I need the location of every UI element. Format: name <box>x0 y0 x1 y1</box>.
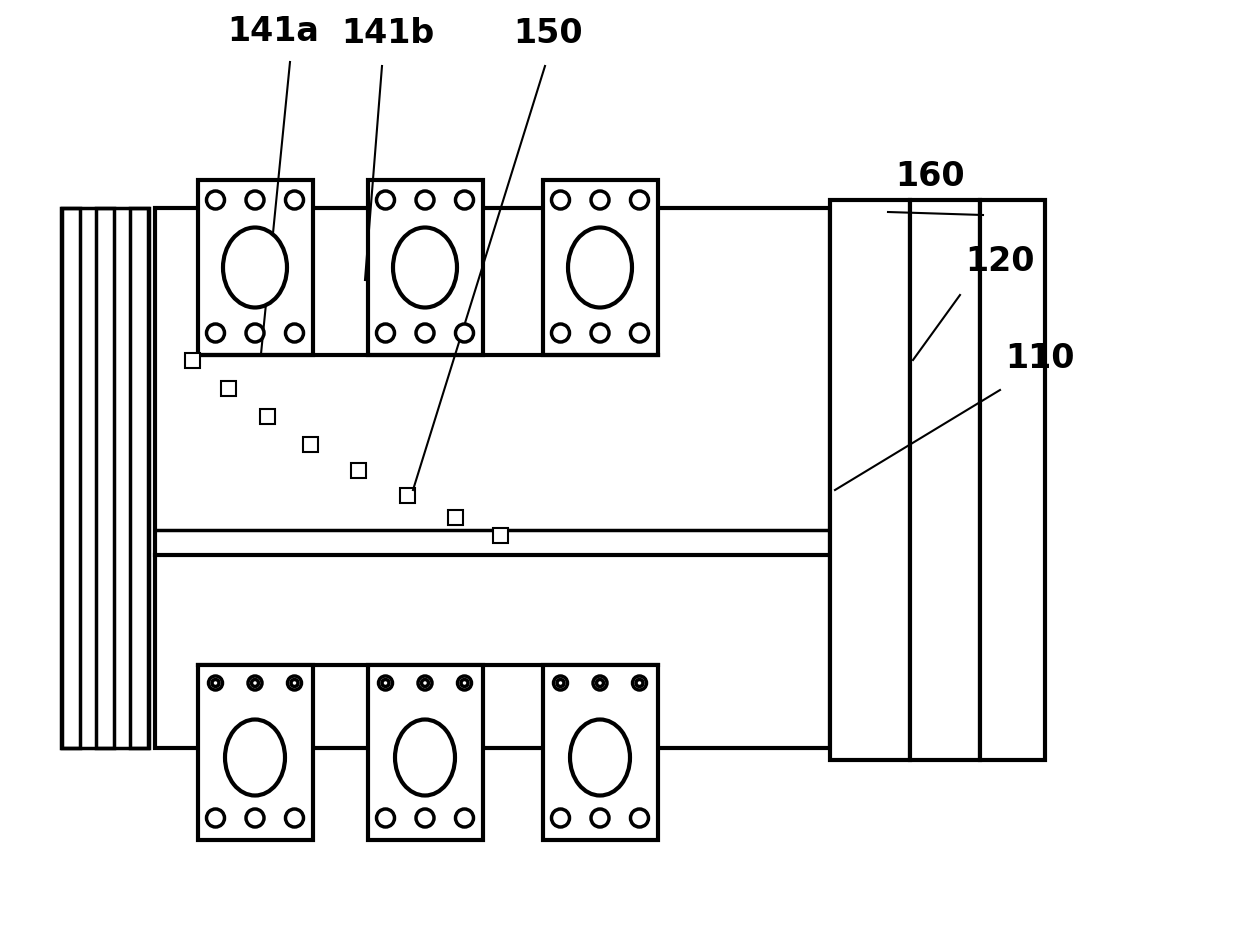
Bar <box>130 208 148 748</box>
Circle shape <box>636 680 644 686</box>
Circle shape <box>246 191 264 209</box>
Bar <box>197 180 312 355</box>
Bar <box>367 180 482 355</box>
Ellipse shape <box>568 228 632 307</box>
Text: 141a: 141a <box>227 15 319 48</box>
Bar <box>62 208 81 748</box>
Circle shape <box>288 676 301 690</box>
Circle shape <box>207 324 224 342</box>
Bar <box>910 200 980 760</box>
Circle shape <box>378 676 393 690</box>
Circle shape <box>630 809 649 827</box>
Circle shape <box>591 191 609 209</box>
Bar <box>185 352 200 367</box>
Circle shape <box>285 809 304 827</box>
Circle shape <box>382 680 389 686</box>
Bar <box>830 200 910 760</box>
Bar <box>448 510 463 525</box>
Ellipse shape <box>224 719 285 796</box>
Circle shape <box>415 324 434 342</box>
Text: 120: 120 <box>965 245 1034 278</box>
Circle shape <box>418 676 432 690</box>
Bar <box>61 208 149 748</box>
Bar <box>95 208 114 748</box>
Bar <box>221 380 236 395</box>
Text: 141b: 141b <box>341 17 435 50</box>
Circle shape <box>630 324 649 342</box>
Bar <box>259 408 274 423</box>
Circle shape <box>212 680 219 686</box>
Circle shape <box>596 680 604 686</box>
Circle shape <box>208 676 222 690</box>
Circle shape <box>552 809 569 827</box>
Circle shape <box>553 676 568 690</box>
Circle shape <box>591 324 609 342</box>
Circle shape <box>630 191 649 209</box>
Ellipse shape <box>570 719 630 796</box>
Text: 150: 150 <box>513 17 583 50</box>
Bar <box>543 665 657 840</box>
Ellipse shape <box>393 228 458 307</box>
Circle shape <box>461 680 467 686</box>
Circle shape <box>377 324 394 342</box>
Bar <box>303 436 317 451</box>
Circle shape <box>632 676 646 690</box>
Circle shape <box>285 191 304 209</box>
Bar <box>980 200 1045 760</box>
Circle shape <box>593 676 608 690</box>
Circle shape <box>455 809 474 827</box>
Circle shape <box>246 324 264 342</box>
Circle shape <box>285 324 304 342</box>
Bar <box>367 665 482 840</box>
Circle shape <box>552 191 569 209</box>
Bar <box>351 462 366 477</box>
Circle shape <box>415 191 434 209</box>
Circle shape <box>552 324 569 342</box>
Text: 110: 110 <box>1004 342 1075 375</box>
Circle shape <box>291 680 298 686</box>
Bar <box>492 528 507 543</box>
Circle shape <box>415 809 434 827</box>
Circle shape <box>455 191 474 209</box>
Circle shape <box>248 676 262 690</box>
Circle shape <box>207 191 224 209</box>
Circle shape <box>422 680 429 686</box>
Ellipse shape <box>223 228 286 307</box>
Bar <box>155 208 830 748</box>
Circle shape <box>377 191 394 209</box>
Circle shape <box>455 324 474 342</box>
Ellipse shape <box>396 719 455 796</box>
Circle shape <box>252 680 258 686</box>
Bar <box>197 665 312 840</box>
Circle shape <box>207 809 224 827</box>
Circle shape <box>557 680 564 686</box>
Bar <box>399 488 414 502</box>
Circle shape <box>591 809 609 827</box>
Circle shape <box>246 809 264 827</box>
Bar <box>543 180 657 355</box>
Text: 160: 160 <box>895 160 965 193</box>
Circle shape <box>458 676 471 690</box>
Circle shape <box>377 809 394 827</box>
